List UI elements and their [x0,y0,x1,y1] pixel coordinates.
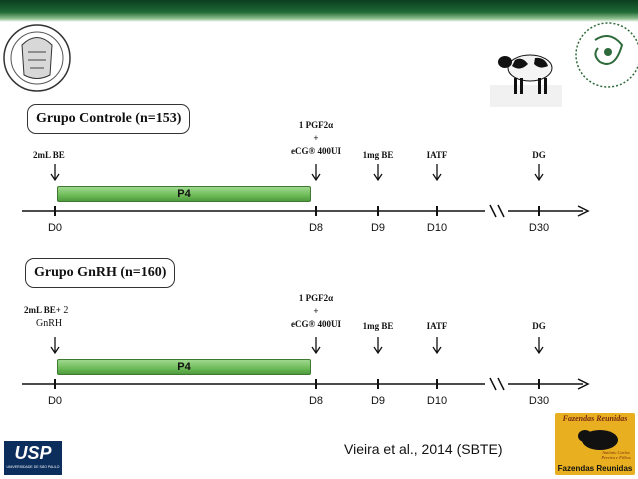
label-pgf-line1-g2: 1 PGF2α [298,293,334,303]
label-2ml-be-gnrh: 2mL BE+ 2 [24,305,68,316]
day-d9-g2: D9 [370,395,386,407]
fazendas-logo-bottom: Fazendas Reunidas [557,464,633,473]
day-d10: D10 [426,222,448,234]
timeline-group1 [22,204,590,218]
label-pgf-line2-g2: eCG® 400UI [291,319,341,329]
day-d30: D30 [528,222,550,234]
label-1mg-be: 1mg BE [362,150,394,160]
usp-logo-subtext: UNIVERSIDADE DE SÃO PAULO [6,465,60,469]
day-d0: D0 [47,222,63,234]
cow-icon [490,54,562,107]
label-iatf-g2: IATF [426,321,448,331]
fazendas-logo-mid: Antônio Carlos Pereira e Filhos [601,450,631,460]
label-iatf: IATF [426,150,448,160]
p4-bar-group1: P4 [57,186,311,202]
fazendas-logo-icon [555,413,635,475]
label-gnrh: GnRH [36,318,63,329]
label-2ml-be-bold: 2mL BE+ [24,305,61,315]
day-d9: D9 [370,222,386,234]
day-d8: D8 [308,222,324,234]
p4-bar-group2: P4 [57,359,311,375]
label-dg: DG [532,150,546,160]
department-seal-icon [575,22,638,88]
label-pgf-plus-g2: + [313,306,319,316]
label-pgf-line1: 1 PGF2α [298,120,334,130]
label-2ml-be-normal: 2 [60,305,69,316]
label-pgf-plus: + [313,133,319,143]
day-d10-g2: D10 [426,395,448,407]
group-gnrh-title: Grupo GnRH (n=160) [25,258,176,288]
label-2ml-be: 2mL BE [33,150,65,160]
citation: Vieira et al., 2014 (SBTE) [344,441,503,457]
day-d30-g2: D30 [528,395,550,407]
arrows-group1 [50,164,544,182]
label-1mg-be-g2: 1mg BE [362,321,394,331]
header-bar [0,0,638,22]
timeline-group2 [22,377,590,391]
label-pgf-line2: eCG® 400UI [291,146,341,156]
label-dg-g2: DG [532,321,546,331]
usp-logo-icon [4,441,62,475]
group-controle-title: Grupo Controle (n=153) [27,104,191,134]
usp-logo-text: USP [14,443,52,463]
fazendas-logo-top: Fazendas Reunidas [562,414,628,423]
day-d8-g2: D8 [308,395,324,407]
day-d0-g2: D0 [47,395,63,407]
arrows-group2 [50,337,544,355]
university-seal-icon [3,24,71,92]
